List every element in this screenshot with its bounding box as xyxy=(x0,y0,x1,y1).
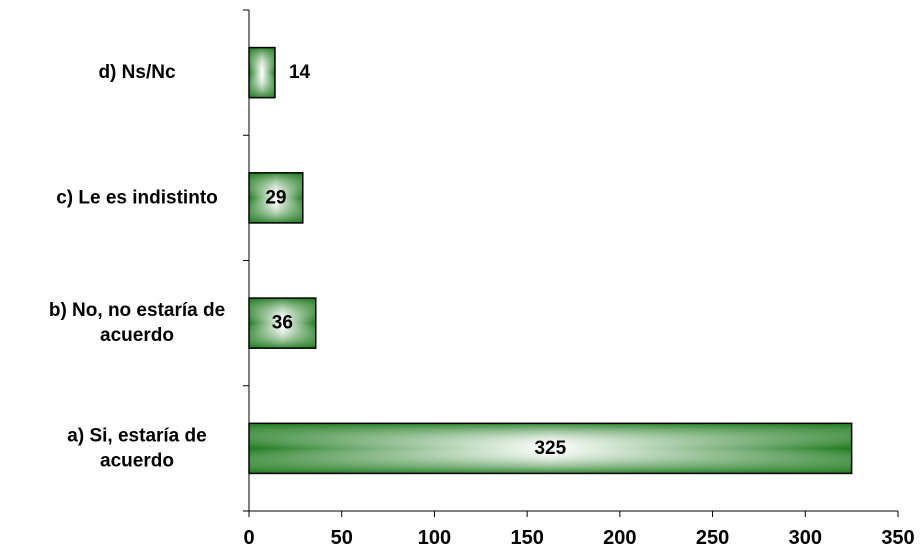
bars-layer: 14 29 36 325 xyxy=(248,46,853,475)
category-label: acuerdo xyxy=(100,450,174,471)
data-label: 29 xyxy=(265,187,286,208)
x-tick-label: 150 xyxy=(510,527,543,549)
x-tick-label: 300 xyxy=(789,527,822,549)
x-tick-label: 200 xyxy=(603,527,636,549)
category-label: b) No, no estaría de xyxy=(49,300,225,321)
x-tick-label: 0 xyxy=(243,527,254,549)
category-label: a) Si, estaría de xyxy=(67,425,206,446)
data-label: 14 xyxy=(289,62,311,83)
data-label: 325 xyxy=(534,438,566,459)
bar xyxy=(248,46,276,99)
category-label: c) Le es indistinto xyxy=(56,187,218,208)
x-tick-label: 350 xyxy=(881,527,914,549)
x-tick-label: 50 xyxy=(331,527,353,549)
category-labels: d) Ns/Nc c) Le es indistinto b) No, no est… xyxy=(49,62,225,471)
x-tick-label: 100 xyxy=(418,527,451,549)
category-label: acuerdo xyxy=(100,325,174,346)
axes: 0 50 100 150 200 250 300 350 xyxy=(243,9,915,549)
category-label: d) Ns/Nc xyxy=(98,62,176,83)
bar xyxy=(248,297,317,349)
x-tick-label: 250 xyxy=(696,527,729,549)
bar xyxy=(248,422,853,475)
bar xyxy=(248,172,304,224)
data-label: 36 xyxy=(272,313,293,334)
